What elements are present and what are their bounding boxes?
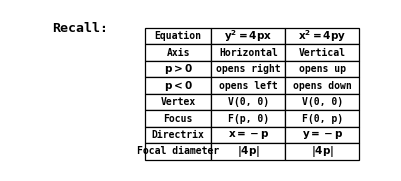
Bar [211, 127, 286, 143]
Bar [211, 61, 286, 77]
Bar [145, 143, 211, 160]
Text: $\mathbf{|4p|}$: $\mathbf{|4p|}$ [237, 144, 260, 159]
Text: $\mathbf{x = -p}$: $\mathbf{x = -p}$ [228, 129, 269, 141]
Text: opens up: opens up [299, 64, 346, 74]
Text: F(p, 0): F(p, 0) [228, 113, 269, 124]
Text: opens right: opens right [216, 64, 281, 74]
Bar [286, 45, 359, 61]
Text: Focal diameter: Focal diameter [137, 146, 219, 156]
Bar [286, 143, 359, 160]
Bar [286, 127, 359, 143]
Bar [145, 45, 211, 61]
Bar [145, 77, 211, 94]
Text: Equation: Equation [155, 31, 202, 41]
Text: $\mathbf{y = -p}$: $\mathbf{y = -p}$ [302, 129, 343, 141]
Bar [211, 77, 286, 94]
Text: $\mathbf{p > 0}$: $\mathbf{p > 0}$ [164, 62, 192, 76]
Text: Vertex: Vertex [160, 97, 196, 107]
Text: opens left: opens left [219, 81, 278, 91]
Bar [145, 110, 211, 127]
Text: F(0, p): F(0, p) [302, 113, 343, 124]
Text: $\mathbf{|4p|}$: $\mathbf{|4p|}$ [311, 144, 334, 159]
Bar [145, 127, 211, 143]
Text: V(0, 0): V(0, 0) [302, 97, 343, 107]
Bar [211, 94, 286, 110]
Text: Axis: Axis [166, 48, 190, 58]
Bar [211, 143, 286, 160]
Bar [145, 28, 211, 45]
Bar [211, 110, 286, 127]
Text: Recall:: Recall: [53, 22, 109, 35]
Bar [286, 110, 359, 127]
Bar [286, 77, 359, 94]
Text: Vertical: Vertical [299, 48, 346, 58]
Bar [286, 94, 359, 110]
Bar [211, 28, 286, 45]
Text: Horizontal: Horizontal [219, 48, 278, 58]
Bar [211, 45, 286, 61]
Text: Focus: Focus [164, 113, 193, 124]
Text: $\mathbf{p < 0}$: $\mathbf{p < 0}$ [164, 79, 192, 93]
Text: opens down: opens down [293, 81, 352, 91]
Text: $\mathbf{x^2 = 4py}$: $\mathbf{x^2 = 4py}$ [298, 28, 346, 44]
Bar [145, 61, 211, 77]
Text: V(0, 0): V(0, 0) [228, 97, 269, 107]
Bar [286, 28, 359, 45]
Bar [286, 61, 359, 77]
Text: $\mathbf{y^2 = 4px}$: $\mathbf{y^2 = 4px}$ [224, 28, 272, 44]
Bar [145, 94, 211, 110]
Text: Directrix: Directrix [152, 130, 205, 140]
